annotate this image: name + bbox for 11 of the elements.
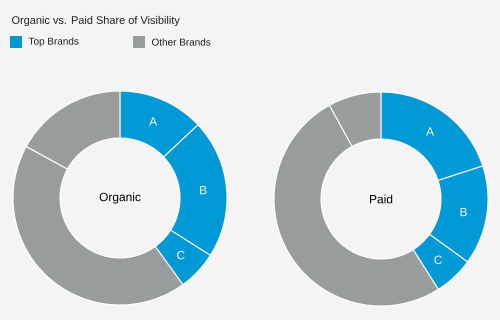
slice-label: A [149, 117, 158, 126]
text: Other Brands [152, 38, 210, 46]
slice-label: A [426, 127, 434, 136]
text: Organic [100, 192, 141, 204]
slice-label: B [200, 186, 206, 194]
text: Top Brands [28, 37, 79, 47]
slice-label: C [177, 250, 185, 260]
slice-label: C [434, 256, 442, 264]
text: Paid [370, 194, 392, 204]
chart-title: Organic vs. Paid Share of Visibility [12, 16, 180, 26]
slice-label: B [460, 208, 467, 216]
